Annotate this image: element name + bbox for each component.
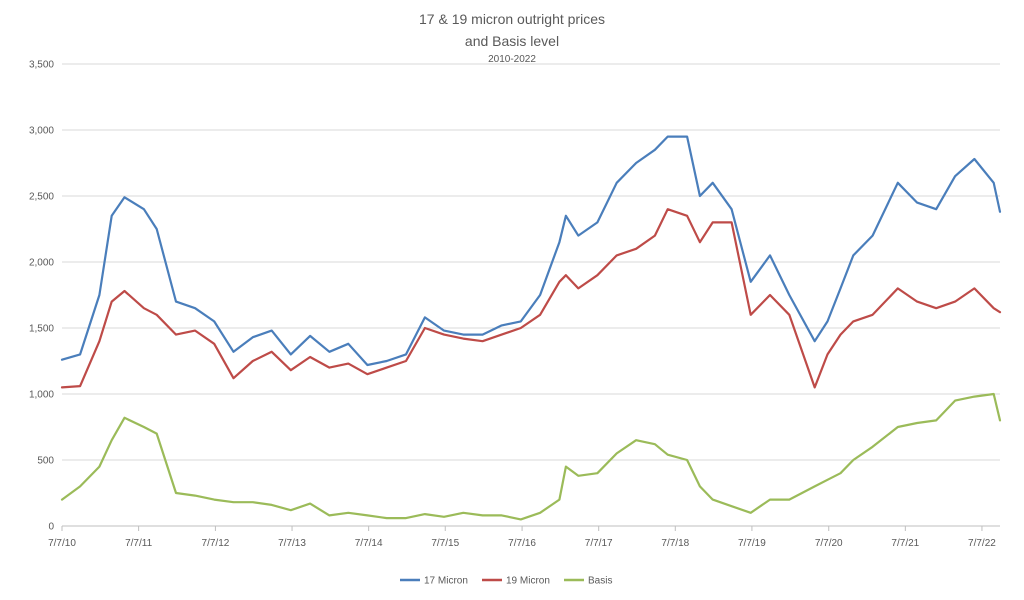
x-tick-label: 7/7/14: [355, 538, 383, 549]
y-axis: 0 500 1,000 1,500 2,000 2,500 3,000 3,500: [29, 60, 54, 533]
x-axis: 7/7/10 7/7/11 7/7/12 7/7/13 7/7/14 7/7/15 7/7/…: [48, 525, 1000, 549]
legend-label: 17 Micron: [424, 576, 468, 587]
x-tick-label: 7/7/13: [278, 538, 306, 549]
x-tick-label: 7/7/19: [738, 538, 766, 549]
x-tick-label: 7/7/21: [891, 538, 919, 549]
chart-subtitle: 2010-2022: [488, 54, 536, 65]
chart-title-line-2: and Basis level: [465, 33, 559, 49]
x-tick-label: 7/7/20: [815, 538, 843, 549]
legend: 17 Micron 19 Micron Basis: [400, 576, 612, 587]
y-tick-label: 0: [48, 522, 54, 533]
x-tick-label: 7/7/22: [968, 538, 996, 549]
x-tick-label: 7/7/16: [508, 538, 536, 549]
x-tick-label: 7/7/18: [661, 538, 689, 549]
legend-label: Basis: [588, 576, 612, 587]
chart-title-line-1: 17 & 19 micron outright prices: [419, 11, 605, 27]
series-lines: [60, 135, 1002, 521]
x-tick-label: 7/7/12: [202, 538, 230, 549]
y-tick-label: 1,000: [29, 390, 54, 401]
x-tick-label: 7/7/11: [125, 538, 152, 549]
y-tick-label: 500: [37, 456, 54, 467]
x-tick-label: 7/7/15: [431, 538, 459, 549]
series-line-19-micron: [60, 208, 1002, 389]
chart-title-group: 17 & 19 micron outright prices and Basis…: [419, 11, 605, 65]
y-tick-label: 2,500: [29, 192, 54, 203]
y-tick-label: 3,000: [29, 126, 54, 137]
x-tick-label: 7/7/17: [585, 538, 613, 549]
series-line-17-micron: [60, 135, 1002, 367]
y-tick-label: 2,000: [29, 258, 54, 269]
legend-label: 19 Micron: [506, 576, 550, 587]
y-tick-label: 1,500: [29, 324, 54, 335]
series-line-basis: [60, 392, 1002, 521]
gridlines: [62, 63, 1000, 461]
y-tick-label: 3,500: [29, 60, 54, 71]
x-tick-label: 7/7/10: [48, 538, 76, 549]
